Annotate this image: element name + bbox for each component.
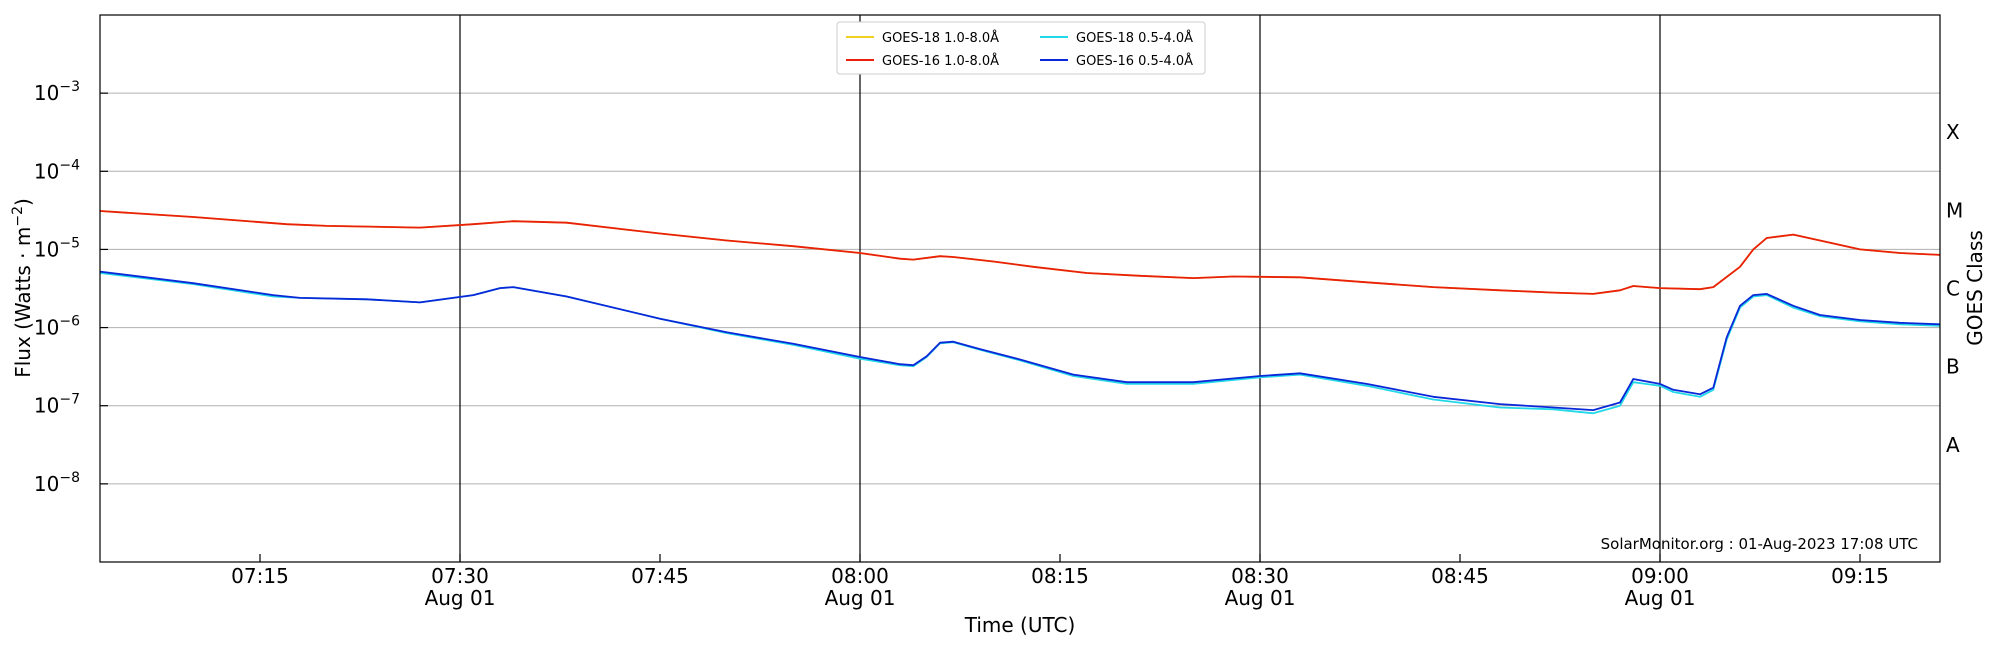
- x-tick-label-2: 07:45: [631, 564, 689, 588]
- series-line-1: [99, 210, 1941, 295]
- goes-class-labels: A B C M X: [1946, 120, 1963, 457]
- legend-box: [836, 21, 1206, 75]
- watermark-text: SolarMonitor.org : 01-Aug-2023 17:08 UTC: [1601, 535, 1918, 553]
- legend-label-1: GOES-16 1.0-8.0Å: [882, 53, 999, 69]
- x-tick-label-5: 08:30: [1231, 564, 1289, 588]
- legend-label-3: GOES-16 0.5-4.0Å: [1076, 53, 1193, 69]
- x-tick-date-7: Aug 01: [1625, 586, 1696, 610]
- goes-class-b: B: [1946, 355, 1960, 379]
- goes-class-c: C: [1946, 277, 1960, 301]
- legend: GOES-18 1.0-8.0Å GOES-18 0.5-4.0Å GOES-16 …: [836, 21, 1206, 75]
- plot-frame: [99, 14, 1941, 563]
- series-lines: [99, 210, 1941, 415]
- goes-class-a: A: [1946, 433, 1960, 457]
- x-tick-date-5: Aug 01: [1225, 586, 1296, 610]
- x-tick-date-1: Aug 01: [425, 586, 496, 610]
- y-tick-label-2: 10−6: [34, 314, 80, 340]
- right-axis-label: GOES Class: [1963, 230, 1987, 346]
- x-axis-label: Time (UTC): [964, 613, 1076, 637]
- goes-class-x: X: [1946, 120, 1960, 144]
- goes-class-m: M: [1946, 198, 1963, 222]
- legend-label-0: GOES-18 1.0-8.0Å: [882, 30, 999, 46]
- y-axis-label: Flux (Watts · m−2): [10, 198, 35, 378]
- series-line-3: [99, 270, 1941, 411]
- grid-lines: [100, 92, 1940, 485]
- x-tick-label-3: 08:00: [831, 564, 889, 588]
- x-tick-label-6: 08:45: [1431, 564, 1489, 588]
- y-tick-label-1: 10−7: [34, 392, 80, 418]
- x-tick-label-0: 07:15: [231, 564, 289, 588]
- legend-label-2: GOES-18 0.5-4.0Å: [1076, 30, 1193, 46]
- y-tick-label-3: 10−5: [34, 235, 80, 261]
- x-tick-label-4: 08:15: [1031, 564, 1089, 588]
- x-tick-date-3: Aug 01: [825, 586, 896, 610]
- x-tick-label-7: 09:00: [1631, 564, 1689, 588]
- x-tick-label-8: 09:15: [1831, 564, 1889, 588]
- x-tick-label-1: 07:30: [431, 564, 489, 588]
